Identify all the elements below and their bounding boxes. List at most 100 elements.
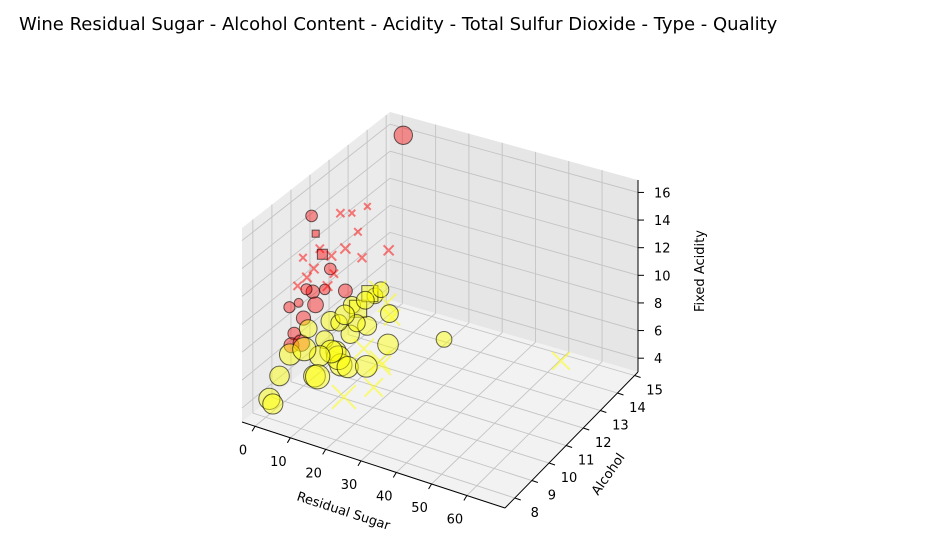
z-tick-label: 4 (654, 352, 662, 367)
z-tick-label: 16 (654, 186, 671, 201)
white-wine-point (298, 319, 318, 339)
red-wine-point (283, 301, 296, 314)
white-wine-point (551, 351, 571, 371)
y-tick-label: 10 (561, 471, 578, 486)
white-wine-point (292, 337, 317, 362)
red-wine-point (337, 283, 353, 299)
gridline-y (309, 365, 567, 446)
x-tick (357, 460, 362, 467)
white-wine-point (435, 331, 453, 348)
data-points (258, 125, 571, 415)
gridline-x (431, 351, 570, 485)
red-wine-point (347, 209, 356, 218)
gridline-z (389, 177, 639, 249)
red-wine-point (339, 242, 352, 255)
gridline-z (389, 123, 639, 193)
white-wine-point (258, 387, 281, 410)
gridline-z (389, 258, 639, 331)
back-wall-pane (390, 112, 638, 372)
z-tick-label: 6 (654, 325, 662, 340)
gridline-z (241, 232, 391, 353)
x-tick-label: 40 (376, 489, 393, 504)
white-wine-point (366, 287, 384, 305)
gridlines (241, 114, 639, 499)
x-tick (286, 437, 291, 444)
white-wine-point (357, 315, 378, 336)
white-wine-point (331, 384, 357, 410)
white-wine-point (319, 339, 344, 364)
x-tick-label: 60 (447, 513, 464, 528)
x-axis-line (241, 421, 506, 509)
gridline-y (271, 396, 533, 481)
gridline-x (466, 361, 603, 496)
gridline-z (389, 231, 639, 304)
red-wine-point (308, 263, 320, 274)
y-tick-label: 12 (595, 436, 612, 451)
gridline-z (389, 150, 639, 221)
white-wine-point (347, 314, 366, 333)
x-tick-label: 20 (305, 466, 322, 481)
red-wine-point (298, 253, 308, 263)
y-tick (600, 410, 607, 413)
white-wine-point (334, 304, 356, 326)
x-tick (322, 449, 327, 455)
white-wine-point (305, 364, 331, 390)
gridline-z (241, 150, 391, 269)
gridline-z (389, 204, 639, 276)
gridline-y (367, 318, 618, 394)
gridline-y (290, 381, 550, 464)
y-tick-label: 14 (629, 401, 646, 416)
white-wine-point (363, 377, 384, 398)
white-wine-point (355, 290, 375, 310)
white-wine-point (377, 293, 397, 313)
red-wine-point (293, 297, 304, 308)
gridline-z (241, 204, 391, 325)
red-wine-point (295, 310, 312, 326)
x-tick (428, 483, 433, 490)
white-wine-point (380, 304, 399, 324)
gridline-y (252, 412, 515, 499)
z-tick-label: 12 (654, 242, 671, 257)
gridline-y (328, 349, 584, 429)
gridline-x (290, 312, 436, 439)
red-wine-point (353, 227, 363, 237)
red-wine-point (329, 268, 339, 279)
y-axis-line (504, 371, 639, 509)
white-wine-point (368, 280, 388, 299)
y-tick (548, 462, 556, 466)
white-wine-point (377, 333, 399, 356)
red-wine-point (322, 280, 333, 292)
gridline-y (347, 334, 601, 411)
white-wine-point (368, 349, 392, 373)
gridline-x (360, 332, 503, 462)
x-tick (392, 472, 397, 478)
red-wine-point (363, 202, 372, 211)
white-wine-point (262, 393, 284, 415)
x-tick-label: 50 (411, 501, 428, 516)
red-wine-point (316, 248, 328, 260)
z-tick-label: 10 (654, 269, 671, 284)
red-wine-point (382, 244, 395, 257)
white-wine-point (383, 308, 401, 327)
axis-lines (241, 180, 644, 509)
x-tick-label: 0 (239, 443, 247, 458)
axes-panes (242, 112, 638, 508)
x-tick-label: 10 (270, 455, 287, 470)
white-wine-point (354, 354, 378, 378)
red-wine-point (307, 296, 324, 314)
chart-title: Wine Residual Sugar - Alcohol Content - … (19, 14, 778, 35)
x-tick (463, 495, 468, 501)
red-wine-point (356, 252, 368, 263)
z-tick-label: 14 (654, 214, 671, 229)
gridline-x (395, 341, 536, 473)
y-tick-label: 13 (612, 419, 629, 434)
white-wine-point (336, 356, 359, 379)
x-tick (251, 426, 256, 432)
gridline-y (386, 302, 635, 376)
y-tick (514, 497, 521, 501)
z-tick-label: 8 (654, 297, 662, 312)
y-tick-label: 15 (646, 384, 663, 399)
y-tick (531, 480, 539, 483)
